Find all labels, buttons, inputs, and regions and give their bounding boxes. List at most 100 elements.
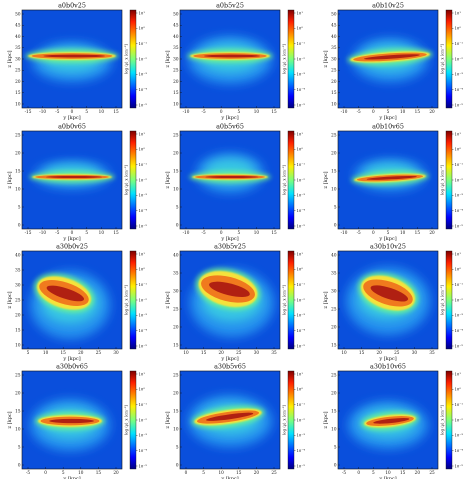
colorbar-tick-label: 10¹ bbox=[139, 371, 146, 376]
x-axis-label: y [kpc] bbox=[378, 236, 396, 242]
panel-title: a0b10v65 bbox=[372, 123, 404, 131]
y-tick-label: 10 bbox=[173, 186, 179, 191]
y-tick-label: 10 bbox=[15, 342, 21, 347]
plot-frame bbox=[21, 370, 123, 470]
y-tick-label: 20 bbox=[15, 79, 21, 84]
x-tick-label: 35 bbox=[271, 350, 277, 355]
y-tick-label: 20 bbox=[15, 150, 21, 155]
gas-disk bbox=[347, 48, 433, 66]
x-tick-label: 35 bbox=[429, 350, 435, 355]
colorbar-tick-label: 10⁻⁴ bbox=[455, 328, 464, 333]
colorbar-tick-label: 10⁻³ bbox=[297, 72, 306, 77]
panel-a30b0v65: a30b0v65 -5 0 5 10 15 20 0 5 10 15 20 25 y [kpc] z [kp… bbox=[7, 363, 147, 479]
x-axis-label: y [kpc] bbox=[62, 476, 80, 479]
colorbar-tick-label: 10¹ bbox=[297, 251, 304, 256]
colorbar bbox=[129, 250, 137, 350]
y-tick-label: 25 bbox=[173, 306, 179, 311]
plot-frame bbox=[179, 370, 281, 470]
y-tick-label: 15 bbox=[15, 168, 21, 173]
y-tick-label: 45 bbox=[331, 23, 337, 28]
colorbar-tick-label: 10⁻² bbox=[455, 177, 464, 182]
colorbar-tick-label: 10⁰ bbox=[139, 387, 146, 392]
x-tick-label: 25 bbox=[96, 350, 102, 355]
panel-title: a0b5v65 bbox=[216, 123, 244, 131]
colorbar-tick-label: 10⁻⁴ bbox=[297, 328, 306, 333]
y-tick-label: 45 bbox=[173, 23, 179, 28]
x-tick-label: 15 bbox=[201, 350, 207, 355]
y-tick-label: 30 bbox=[15, 282, 21, 287]
x-tick-label: -10 bbox=[341, 230, 348, 235]
density-map bbox=[180, 131, 280, 229]
panel-title: a0b0v65 bbox=[58, 123, 86, 131]
colorbar-tick-label: 10⁻⁵ bbox=[139, 223, 148, 228]
colorbar-tick-label: 10⁻⁵ bbox=[455, 463, 464, 468]
density-map bbox=[338, 251, 438, 349]
colorbar-tick-label: 10¹ bbox=[297, 371, 304, 376]
x-tick-label: 15 bbox=[113, 230, 119, 235]
colorbar-tick-label: 10⁻⁴ bbox=[139, 208, 148, 213]
colorbar-tick-label: 10⁰ bbox=[297, 267, 304, 272]
colorbar-tick-label: 10⁻⁵ bbox=[139, 463, 148, 468]
x-tick-label: -5 bbox=[26, 470, 30, 475]
gas-disk bbox=[35, 412, 105, 430]
y-tick-label: 25 bbox=[331, 132, 337, 137]
colorbar-tick-label: 10⁻⁵ bbox=[297, 223, 306, 228]
colorbar-tick-label: 10⁰ bbox=[455, 267, 462, 272]
x-axis-label: y [kpc] bbox=[378, 115, 396, 121]
colorbar-tick-label: 10⁻³ bbox=[139, 433, 148, 438]
y-tick-label: 10 bbox=[15, 101, 21, 106]
gas-disk bbox=[195, 268, 261, 310]
density-map bbox=[180, 10, 280, 108]
y-tick-label: 5 bbox=[334, 444, 337, 449]
colorbar-tick-label: 10⁻² bbox=[139, 297, 148, 302]
y-tick-label: 40 bbox=[15, 252, 21, 257]
colorbar-tick-label: 10⁻⁵ bbox=[139, 343, 148, 348]
x-tick-label: -10 bbox=[183, 109, 190, 114]
gas-disk bbox=[187, 49, 273, 63]
x-tick-label: 20 bbox=[113, 470, 119, 475]
x-tick-label: 15 bbox=[113, 109, 119, 114]
y-tick-label: 20 bbox=[173, 150, 179, 155]
y-tick-label: 5 bbox=[18, 204, 21, 209]
y-tick-label: 40 bbox=[173, 252, 179, 257]
x-tick-label: 25 bbox=[429, 470, 435, 475]
x-tick-label: 10 bbox=[400, 109, 406, 114]
y-tick-label: 10 bbox=[331, 426, 337, 431]
colorbar-tick-label: 10⁻³ bbox=[455, 193, 464, 198]
x-tick-label: 15 bbox=[271, 230, 277, 235]
y-tick-label: 35 bbox=[15, 45, 21, 50]
x-tick-label: 0 bbox=[357, 470, 360, 475]
panel-title: a0b5v25 bbox=[216, 2, 244, 10]
y-axis-label: z [kpc] bbox=[323, 50, 329, 67]
x-tick-label: 5 bbox=[372, 470, 375, 475]
colorbar-tick-label: 10⁻³ bbox=[297, 433, 306, 438]
y-tick-label: 10 bbox=[331, 101, 337, 106]
x-tick-label: 5 bbox=[85, 109, 88, 114]
colorbar bbox=[129, 370, 137, 470]
x-tick-label: 15 bbox=[415, 109, 421, 114]
colorbar-tick-label: 10⁻⁴ bbox=[139, 87, 148, 92]
y-axis-label: z [kpc] bbox=[7, 291, 13, 308]
colorbar-label: log ⟨ρ⟩_x [cm⁻³] bbox=[282, 165, 287, 195]
y-axis-label: z [kpc] bbox=[165, 411, 171, 428]
disk-core bbox=[204, 54, 260, 58]
y-tick-label: 15 bbox=[173, 342, 179, 347]
disk-core bbox=[46, 285, 85, 302]
y-tick-label: 0 bbox=[18, 222, 21, 227]
y-tick-label: 5 bbox=[176, 444, 179, 449]
x-tick-label: 20 bbox=[429, 230, 435, 235]
colorbar-tick-label: 10⁻³ bbox=[297, 313, 306, 318]
colorbar-tick-label: 10⁻⁴ bbox=[139, 448, 148, 453]
colorbar-tick-label: 10⁻¹ bbox=[297, 282, 306, 287]
y-tick-label: 25 bbox=[331, 372, 337, 377]
x-axis-label: y [kpc] bbox=[220, 476, 238, 479]
colorbar-tick-label: 10⁻¹ bbox=[297, 402, 306, 407]
colorbar-label: log ⟨ρ⟩_x [cm⁻³] bbox=[124, 44, 129, 74]
x-axis-label: y [kpc] bbox=[220, 236, 238, 242]
x-tick-label: 10 bbox=[400, 230, 406, 235]
x-tick-label: 15 bbox=[415, 230, 421, 235]
y-tick-label: 20 bbox=[331, 79, 337, 84]
panel-a0b0v25: a0b0v25 -15 -10 -5 0 5 10 15 10 15 20 25 30 35 40 45 50 y… bbox=[7, 2, 147, 122]
x-tick-label: 20 bbox=[219, 350, 225, 355]
colorbar-tick-label: 10⁻¹ bbox=[139, 162, 148, 167]
